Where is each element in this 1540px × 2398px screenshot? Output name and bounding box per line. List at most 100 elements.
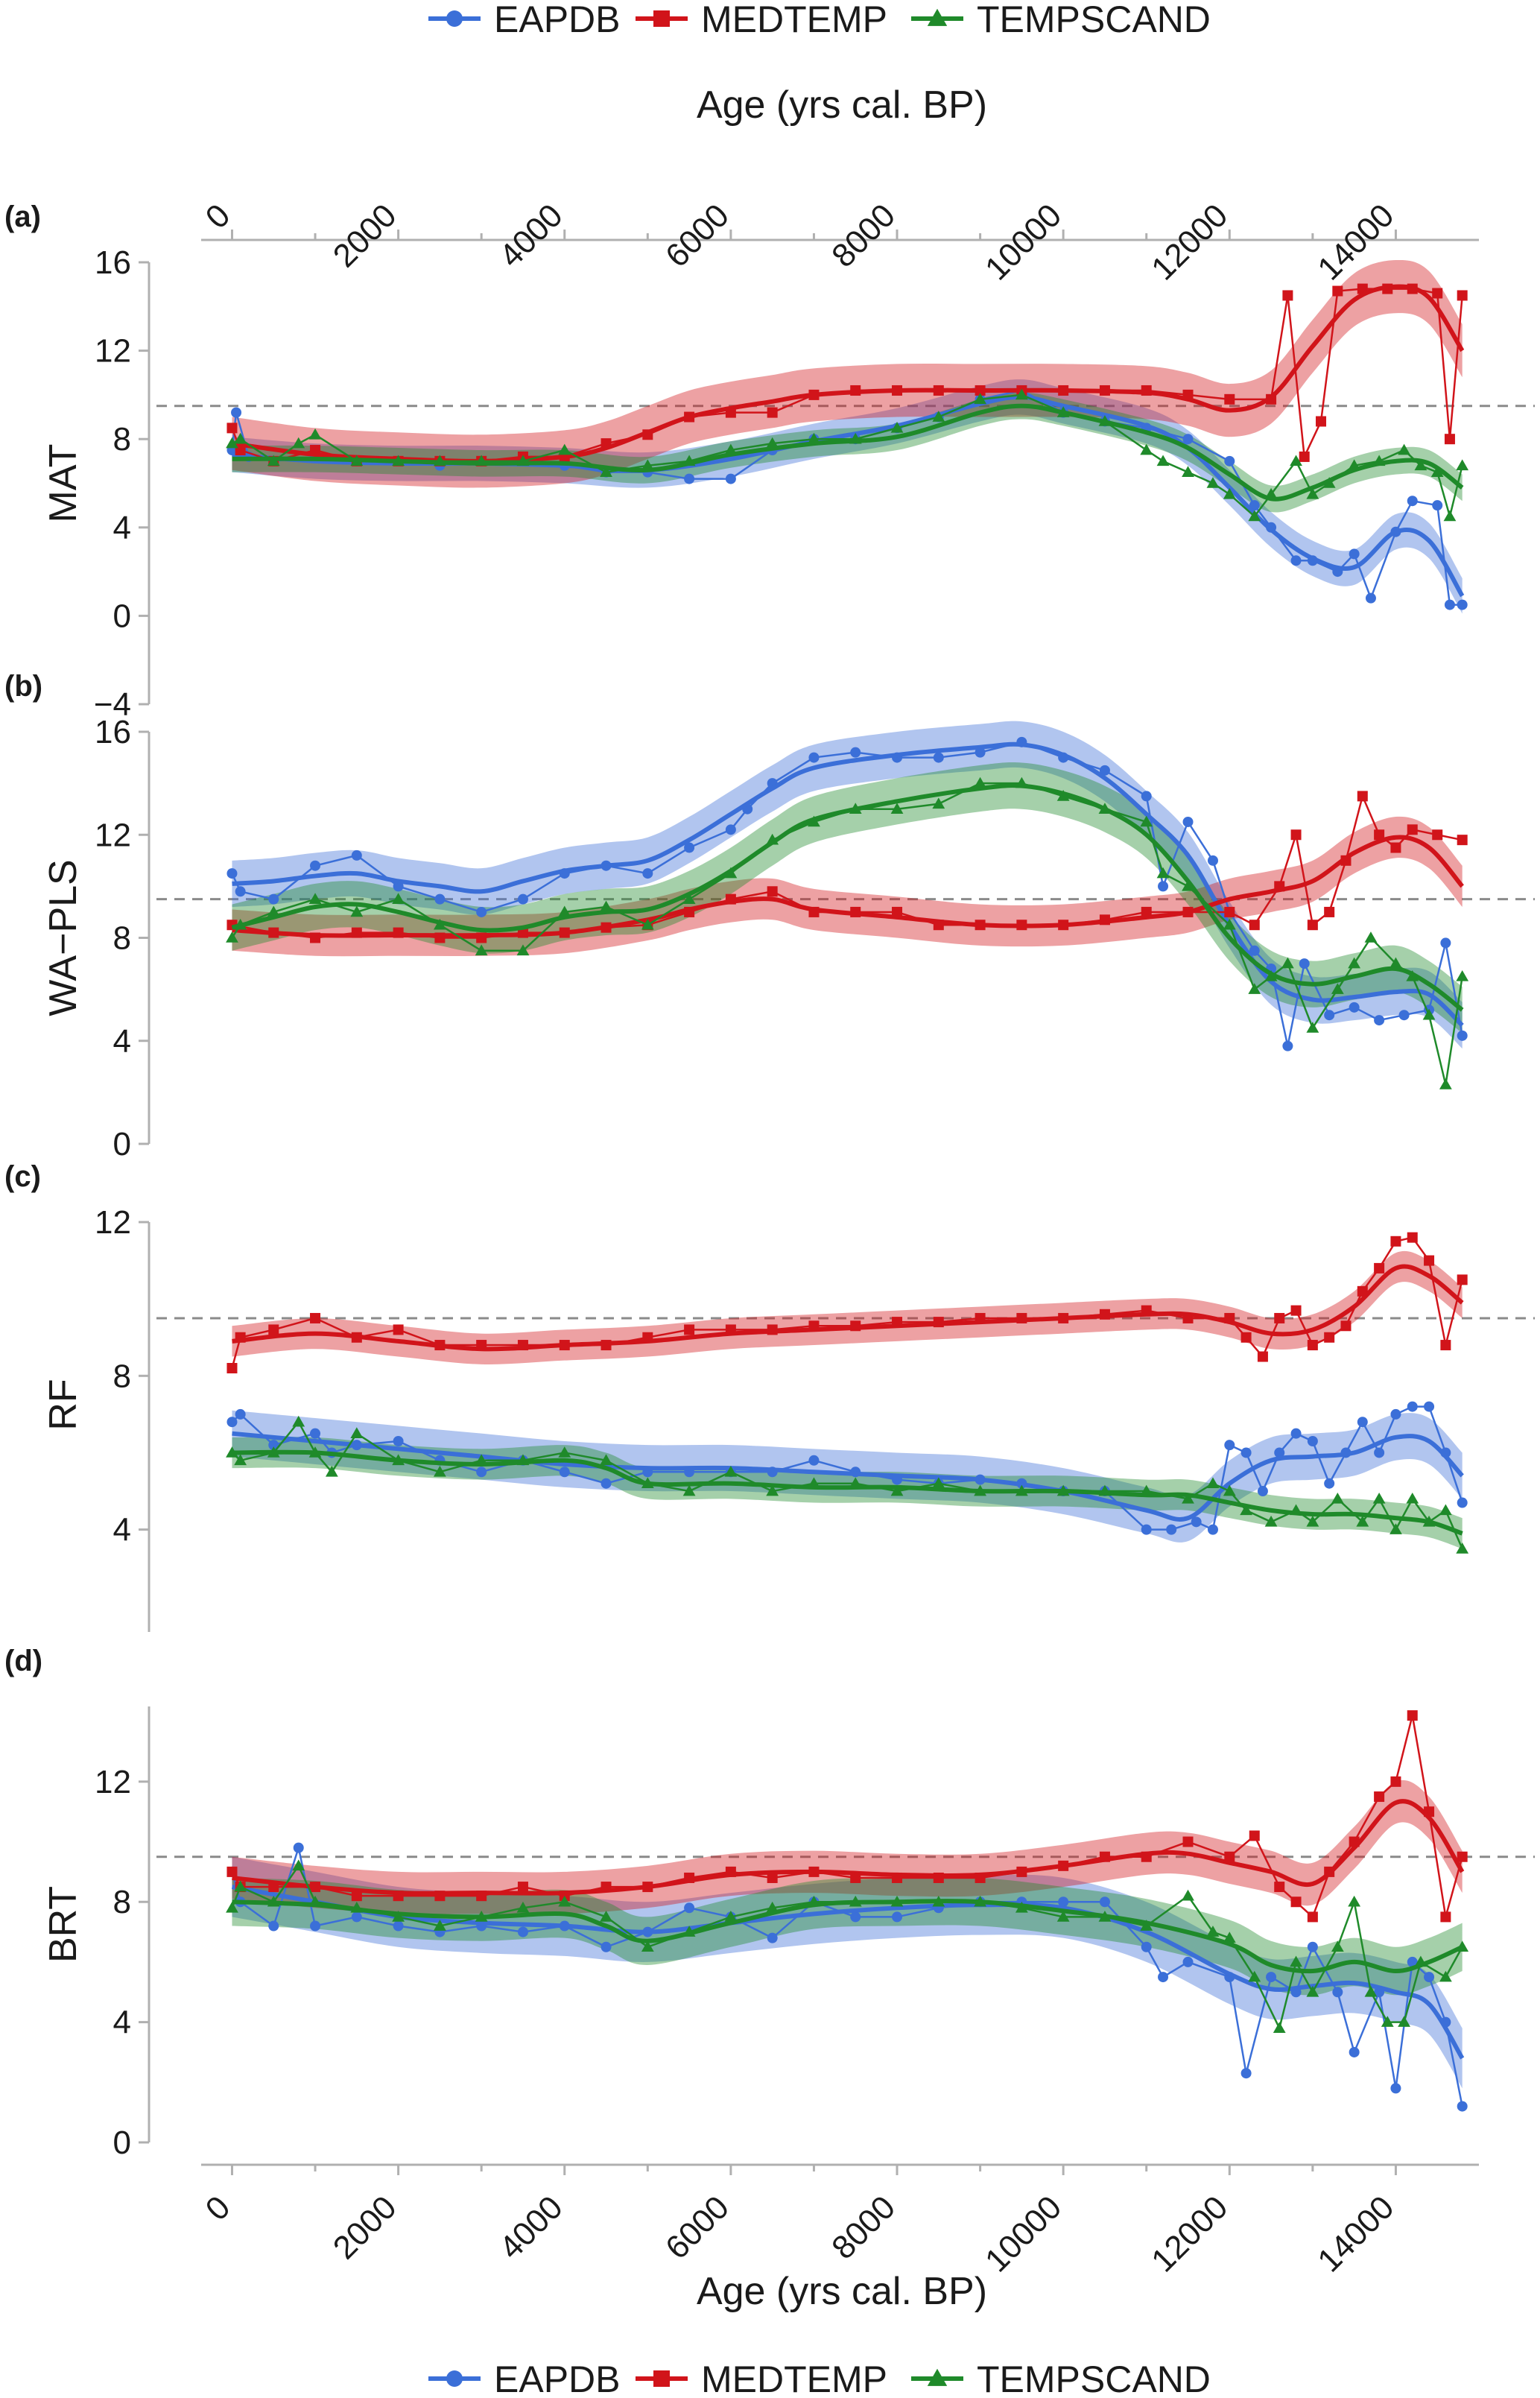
data-point [268, 893, 279, 905]
panel-1: −4 0 4 8 12 16 MAT (a) [4, 200, 1535, 723]
confidence-band [232, 379, 1463, 614]
data-point [1424, 1972, 1435, 1983]
data-point [1223, 918, 1236, 930]
data-point [1282, 1040, 1293, 1051]
data-point [1249, 945, 1260, 956]
data-point [558, 905, 571, 917]
data-point [850, 747, 861, 758]
data-point [1099, 1896, 1110, 1908]
data-point [226, 1417, 238, 1428]
data-point [1307, 920, 1318, 931]
data-point [1456, 459, 1469, 471]
confidence-band [232, 762, 1463, 1034]
data-point [808, 1455, 820, 1466]
data-point [1443, 510, 1457, 522]
data-point [1290, 1305, 1302, 1316]
data-point [1249, 1830, 1260, 1841]
data-point [268, 1920, 279, 1932]
data-point [1290, 1428, 1302, 1439]
data-point [1257, 1351, 1268, 1362]
x-tick-label: 4000 [492, 197, 570, 274]
data-point [850, 1911, 861, 1923]
data-point [1324, 1332, 1335, 1343]
smooth-line [232, 835, 1464, 938]
data-point [1348, 957, 1361, 969]
data-point [310, 1428, 321, 1439]
y-tick-label: 0 [113, 2125, 131, 2161]
data-point [235, 1408, 246, 1420]
data-point [600, 1454, 612, 1466]
panel-4: 0 4 8 12 BRT (d) [4, 1645, 1535, 2161]
smooth-line [232, 403, 1464, 502]
y-tick-label: 8 [113, 1884, 131, 1920]
data-point [1357, 1417, 1368, 1428]
y-tick-label: 4 [113, 510, 131, 546]
data-point [1407, 824, 1418, 835]
confidence-band [232, 259, 1463, 488]
data-point [226, 1901, 238, 1913]
y-axis-title: MAT [42, 444, 85, 523]
panel-label: (b) [4, 670, 42, 703]
data-point [1331, 1940, 1344, 1952]
data-point [226, 1363, 238, 1373]
data-point [293, 1842, 304, 1853]
data-point [1224, 455, 1235, 466]
data-point [393, 1324, 404, 1335]
data-point [1374, 1015, 1385, 1026]
data-point [1364, 931, 1378, 943]
x-tick-label: 8000 [825, 197, 902, 274]
data-point [725, 473, 736, 484]
data-point [1390, 957, 1402, 969]
legend-marker [927, 8, 948, 26]
data-point [433, 1920, 446, 1931]
legend-marker [446, 10, 463, 27]
smooth-line [232, 1799, 1465, 1896]
data-point [684, 1902, 695, 1914]
data-point [1249, 920, 1260, 931]
data-point [1158, 881, 1169, 892]
data-point [558, 1446, 571, 1458]
data-point [235, 886, 246, 897]
data-point [890, 421, 904, 433]
x-tick-label: 6000 [659, 2189, 736, 2266]
data-point [1306, 487, 1319, 499]
data-point [267, 905, 280, 917]
data-point [558, 443, 571, 455]
data-point [1324, 1478, 1335, 1489]
data-point [1182, 1889, 1194, 1901]
data-point [1248, 1970, 1261, 1982]
data-point [310, 1312, 321, 1323]
y-tick-label: 0 [113, 1126, 131, 1162]
data-point [1282, 290, 1293, 301]
data-point [517, 1882, 528, 1893]
data-point [1224, 1440, 1235, 1451]
data-point [1274, 1312, 1285, 1323]
smooth-line [232, 1449, 1463, 1536]
data-point [1331, 1492, 1344, 1504]
data-point [1290, 829, 1302, 841]
data-point [724, 1465, 738, 1477]
data-point [1299, 451, 1310, 462]
data-point [559, 1467, 570, 1478]
data-point [1266, 1972, 1277, 1983]
data-point [1240, 1504, 1253, 1516]
data-point [1381, 2016, 1394, 2027]
data-point [1224, 1851, 1235, 1862]
legend-bottom: EAPDB MEDTEMP TEMPSCAND [428, 2359, 1211, 2398]
data-point [1440, 937, 1451, 949]
data-point [1424, 1401, 1435, 1412]
data-point [268, 1440, 279, 1451]
data-point [641, 1940, 654, 1952]
data-point [601, 1941, 612, 1952]
data-point [226, 931, 238, 943]
y-tick-label: 4 [113, 2005, 131, 2041]
data-point [1424, 1255, 1435, 1266]
y-tick-label: 8 [113, 920, 131, 957]
panel-label: (a) [4, 200, 41, 233]
data-point [1457, 835, 1468, 846]
data-point [310, 1920, 321, 1932]
panel-label: (c) [4, 1160, 41, 1193]
x-tick-label: 8000 [825, 2189, 902, 2266]
data-point [1324, 1010, 1335, 1021]
data-point [476, 906, 487, 917]
